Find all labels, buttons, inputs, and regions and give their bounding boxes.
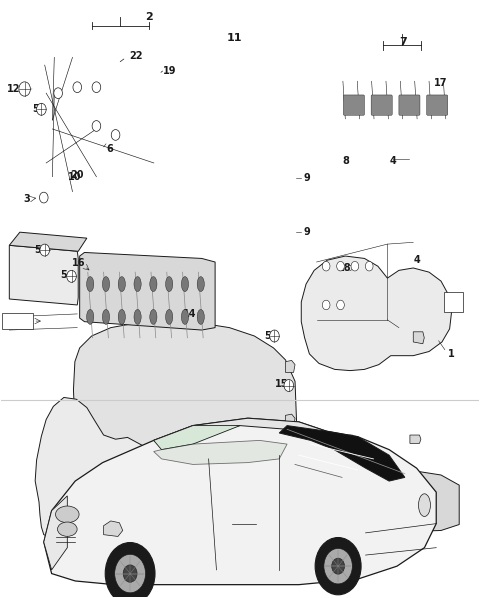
Polygon shape	[413, 332, 424, 344]
Circle shape	[105, 542, 155, 598]
Circle shape	[365, 261, 373, 271]
Text: 6: 6	[107, 144, 113, 154]
Text: 3: 3	[24, 194, 30, 204]
Polygon shape	[301, 256, 452, 371]
Polygon shape	[104, 521, 123, 536]
Polygon shape	[336, 469, 459, 532]
Text: 15: 15	[276, 379, 289, 389]
Polygon shape	[410, 435, 421, 443]
Ellipse shape	[166, 277, 173, 292]
Circle shape	[67, 270, 76, 282]
Ellipse shape	[197, 309, 204, 324]
Ellipse shape	[86, 277, 94, 292]
Text: 17: 17	[434, 78, 448, 88]
Circle shape	[323, 300, 330, 310]
Circle shape	[115, 554, 145, 593]
Text: 5: 5	[264, 331, 271, 341]
FancyBboxPatch shape	[343, 95, 364, 115]
Polygon shape	[9, 245, 78, 305]
Polygon shape	[80, 252, 215, 330]
Circle shape	[336, 300, 344, 310]
Circle shape	[270, 330, 279, 342]
Ellipse shape	[118, 309, 125, 324]
Polygon shape	[154, 426, 240, 450]
Text: 7: 7	[399, 37, 407, 47]
Text: 18: 18	[337, 263, 351, 273]
Circle shape	[123, 565, 137, 582]
Text: 1: 1	[448, 349, 455, 359]
FancyBboxPatch shape	[427, 95, 448, 115]
Polygon shape	[73, 322, 298, 478]
Ellipse shape	[419, 494, 431, 517]
Polygon shape	[154, 440, 287, 465]
Ellipse shape	[102, 277, 109, 292]
Text: 8: 8	[342, 155, 349, 166]
Circle shape	[332, 558, 345, 574]
Polygon shape	[154, 418, 326, 444]
Circle shape	[73, 82, 82, 93]
Circle shape	[19, 82, 30, 96]
Ellipse shape	[56, 506, 79, 523]
Polygon shape	[9, 232, 87, 251]
Text: 14: 14	[183, 309, 196, 319]
Polygon shape	[175, 485, 305, 569]
Polygon shape	[44, 418, 436, 585]
Text: 5: 5	[35, 245, 41, 255]
Polygon shape	[44, 496, 67, 570]
Text: 4: 4	[390, 155, 396, 166]
Text: 10: 10	[68, 172, 81, 182]
Polygon shape	[279, 426, 405, 481]
Polygon shape	[286, 361, 295, 373]
Ellipse shape	[134, 277, 141, 292]
Text: 5: 5	[32, 104, 38, 114]
Ellipse shape	[86, 309, 94, 324]
Ellipse shape	[166, 309, 173, 324]
Circle shape	[36, 103, 46, 115]
Text: 20: 20	[71, 170, 84, 180]
Text: 21: 21	[445, 297, 458, 307]
Ellipse shape	[181, 309, 189, 324]
Text: 2: 2	[145, 13, 153, 22]
Text: 13: 13	[19, 315, 32, 325]
Ellipse shape	[58, 522, 77, 536]
Ellipse shape	[118, 277, 125, 292]
FancyBboxPatch shape	[399, 95, 420, 115]
FancyBboxPatch shape	[2, 313, 33, 329]
Text: 11: 11	[227, 33, 242, 42]
Circle shape	[336, 261, 344, 271]
Circle shape	[39, 192, 48, 203]
Polygon shape	[35, 398, 166, 545]
Circle shape	[324, 548, 352, 584]
Circle shape	[111, 130, 120, 141]
Text: 4: 4	[414, 255, 420, 266]
Polygon shape	[286, 414, 295, 426]
Circle shape	[92, 82, 101, 93]
Circle shape	[54, 88, 62, 99]
FancyBboxPatch shape	[444, 292, 463, 312]
Ellipse shape	[150, 309, 157, 324]
Polygon shape	[349, 435, 356, 445]
Text: 16: 16	[72, 258, 85, 269]
Circle shape	[92, 121, 101, 132]
Ellipse shape	[197, 277, 204, 292]
Text: 12: 12	[7, 84, 21, 94]
Circle shape	[284, 380, 294, 392]
Ellipse shape	[102, 309, 109, 324]
Text: 9: 9	[303, 173, 310, 183]
Circle shape	[40, 244, 49, 256]
Circle shape	[351, 261, 359, 271]
Text: 22: 22	[129, 51, 143, 61]
Ellipse shape	[150, 277, 157, 292]
Circle shape	[315, 538, 361, 595]
Circle shape	[323, 261, 330, 271]
Ellipse shape	[134, 309, 141, 324]
FancyBboxPatch shape	[371, 95, 392, 115]
Text: 19: 19	[163, 66, 177, 76]
Text: 5: 5	[60, 270, 67, 280]
Text: 9: 9	[303, 227, 310, 237]
Ellipse shape	[181, 277, 189, 292]
